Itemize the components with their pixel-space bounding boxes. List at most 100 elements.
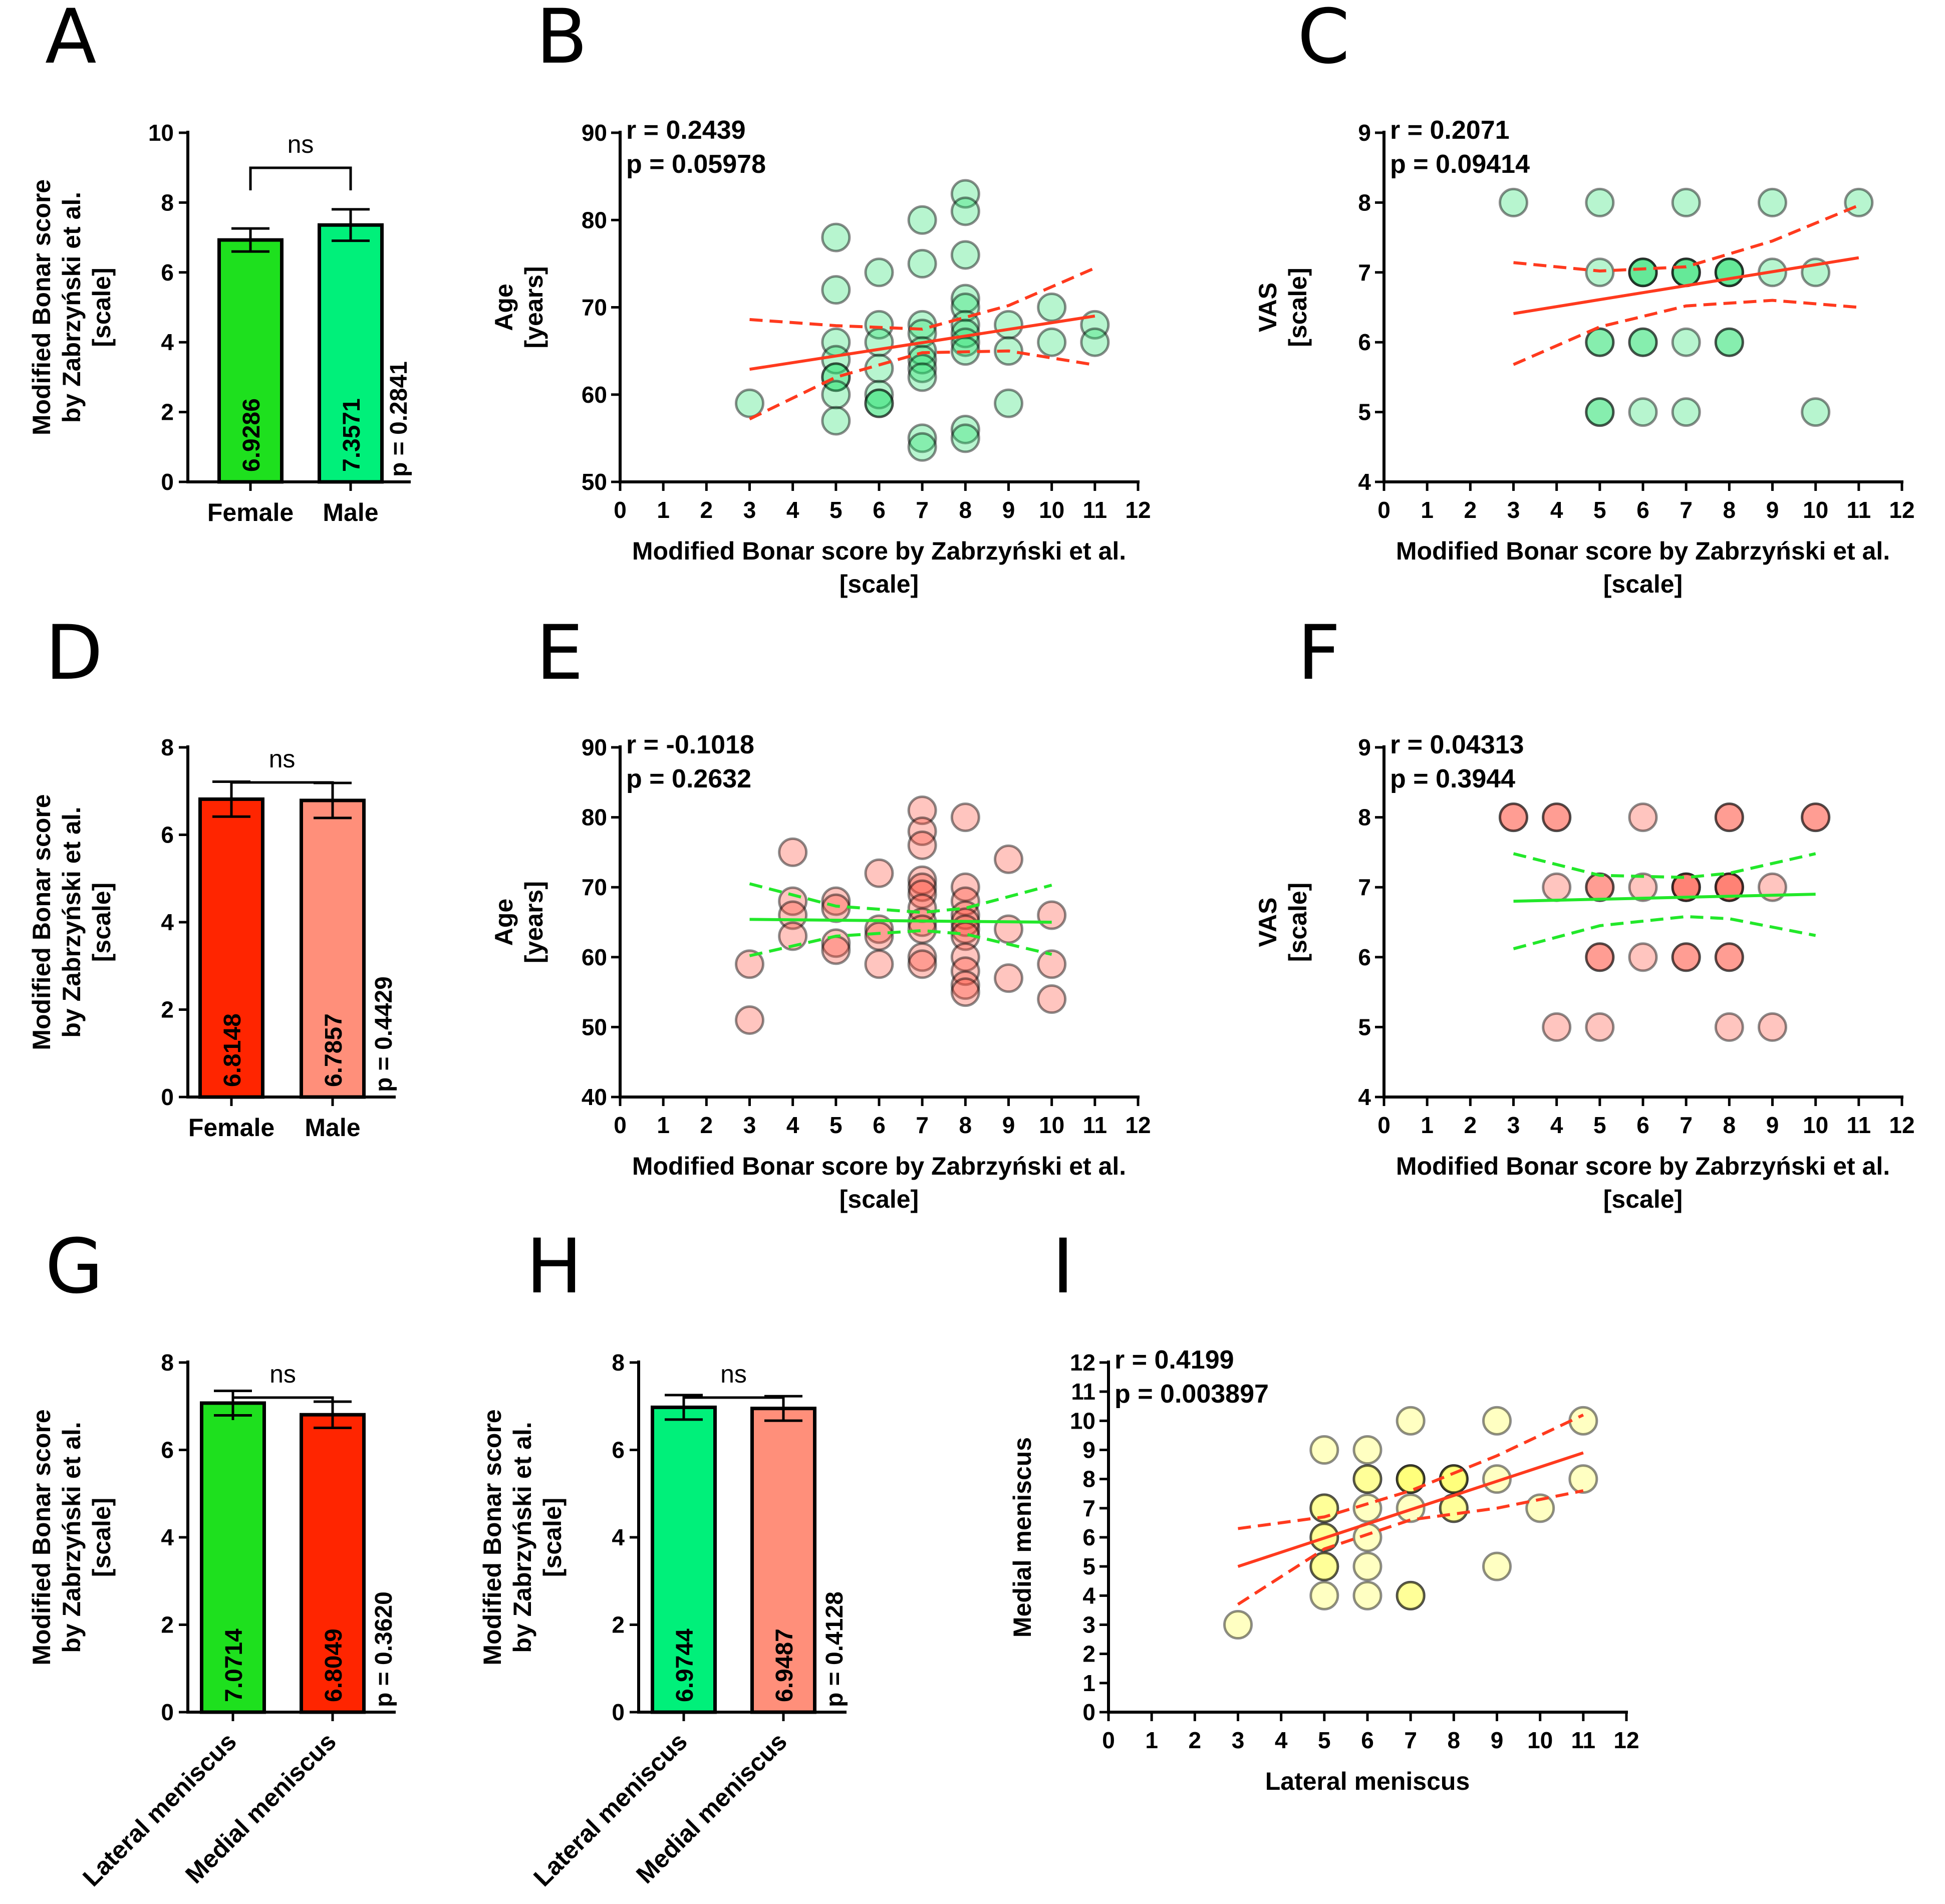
panel-label-C: C [1297, 0, 1350, 81]
x-tick-label-C-9: 9 [1766, 497, 1779, 523]
point-F-25 [1714, 942, 1744, 972]
y-tick-label-F-0: 4 [1358, 1084, 1371, 1110]
point-F-21 [1585, 942, 1615, 972]
y-tick-label-I-4: 4 [1082, 1582, 1095, 1608]
point-F-4 [1628, 802, 1658, 833]
y-tick-label-D-0: 0 [161, 1084, 174, 1110]
y-tick-label-D-1: 2 [161, 997, 174, 1023]
x-axis-label-F-1: [scale] [1603, 1185, 1683, 1213]
bar-value-D-1: 6.7857 [321, 1013, 347, 1087]
point-E-12 [864, 921, 894, 951]
y-tick-label-I-10: 10 [1070, 1408, 1095, 1434]
panel-label-G: G [45, 1223, 103, 1310]
y-axis-label-H-2: [scale] [538, 1498, 567, 1577]
point-E-6 [821, 886, 851, 916]
point-I-25 [1439, 1464, 1469, 1494]
y-tick-label-I-1: 1 [1082, 1670, 1095, 1696]
point-B-1 [821, 222, 851, 252]
y-axis-label-C-0: VAS [1254, 283, 1282, 332]
x-tick-label-F-6: 6 [1636, 1112, 1649, 1138]
x-tick-label-E-8: 8 [959, 1112, 972, 1138]
point-F-30 [1758, 1012, 1787, 1042]
y-tick-label-F-5: 9 [1358, 734, 1371, 760]
x-tick-label-C-3: 3 [1507, 497, 1520, 523]
y-tick-label-A-2: 4 [161, 329, 174, 355]
point-B-16 [907, 205, 937, 235]
y-axis-label-H-1: by Zabrzyński et al. [508, 1422, 536, 1653]
point-E-39 [1037, 900, 1067, 930]
y-axis-label-B-0: Age [490, 284, 518, 331]
x-tick-label-E-3: 3 [743, 1112, 756, 1138]
point-B-28 [950, 240, 980, 270]
x-tick-label-B-8: 8 [959, 497, 972, 523]
point-E-35 [950, 977, 980, 1007]
point-E-26 [950, 872, 980, 902]
y-tick-label-G-3: 6 [161, 1437, 174, 1463]
point-I-9 [1352, 1435, 1382, 1465]
x-tick-label-C-12: 12 [1889, 497, 1914, 523]
point-C-20 [1628, 327, 1658, 357]
point-B-14 [864, 388, 894, 418]
x-tick-label-I-6: 6 [1361, 1727, 1374, 1753]
y-tick-label-A-3: 6 [161, 259, 174, 286]
point-E-7 [821, 893, 851, 923]
y-axis-label-G-1: by Zabrzyński et al. [58, 1422, 86, 1653]
x-axis-label-E-1: [scale] [840, 1185, 919, 1213]
y-tick-label-H-4: 8 [612, 1349, 625, 1376]
point-I-19 [1396, 1464, 1426, 1494]
point-I-15 [1352, 1580, 1382, 1610]
point-B-6 [821, 362, 851, 392]
ci-lower-I [1237, 1489, 1584, 1606]
p-value-H: p = 0.4128 [821, 1591, 848, 1707]
stat-p-F: p = 0.3944 [1390, 764, 1515, 793]
x-tick-label-B-7: 7 [916, 497, 929, 523]
x-axis-label-F-0: Modified Bonar score by Zabrzyński et al… [1396, 1152, 1890, 1180]
point-C-3 [1758, 187, 1787, 217]
stat-r-F: r = 0.04313 [1390, 730, 1524, 759]
point-E-4 [778, 900, 808, 930]
point-C-19 [1628, 327, 1658, 357]
point-E-15 [907, 817, 937, 847]
x-tick-label-I-0: 0 [1102, 1727, 1115, 1753]
x-tick-label-I-12: 12 [1613, 1727, 1639, 1753]
x-tick-label-B-10: 10 [1039, 497, 1064, 523]
x-tick-label-E-12: 12 [1125, 1112, 1151, 1138]
x-tick-label-F-7: 7 [1680, 1112, 1693, 1138]
point-E-14 [907, 795, 937, 826]
x-tick-label-I-5: 5 [1318, 1727, 1331, 1753]
point-C-17 [1585, 327, 1615, 357]
y-tick-label-I-9: 9 [1082, 1437, 1095, 1463]
point-E-16 [907, 830, 937, 860]
significance-label-G: ns [269, 1360, 296, 1388]
x-tick-label-F-1: 1 [1421, 1112, 1434, 1138]
point-E-36 [994, 844, 1023, 874]
point-C-23 [1714, 327, 1744, 357]
y-tick-label-G-4: 8 [161, 1349, 174, 1376]
point-B-27 [950, 196, 980, 226]
point-I-1 [1309, 1435, 1339, 1465]
x-tick-label-B-12: 12 [1125, 497, 1151, 523]
x-tick-label-E-1: 1 [657, 1112, 670, 1138]
y-tick-label-H-0: 0 [612, 1699, 625, 1725]
y-tick-label-C-2: 6 [1358, 329, 1371, 355]
point-E-13 [864, 949, 894, 979]
x-tick-label-F-2: 2 [1464, 1112, 1477, 1138]
y-tick-label-H-3: 6 [612, 1437, 625, 1463]
x-tick-label-C-1: 1 [1421, 497, 1434, 523]
point-F-18 [1714, 872, 1744, 902]
point-E-9 [821, 935, 851, 965]
point-C-28 [1801, 397, 1831, 427]
point-B-43 [1080, 327, 1110, 357]
x-tick-label-C-2: 2 [1464, 497, 1477, 523]
panel-label-B: B [536, 0, 588, 81]
point-I-21 [1396, 1580, 1426, 1610]
y-axis-label-E-1: [years] [520, 881, 548, 963]
point-F-29 [1714, 1012, 1744, 1042]
bar-value-H-0: 6.9744 [672, 1628, 698, 1702]
ci-lower-E [749, 929, 1052, 957]
y-axis-label-D-0: Modified Bonar score [28, 794, 56, 1050]
point-I-3 [1309, 1493, 1339, 1523]
x-axis-label-B-0: Modified Bonar score by Zabrzyński et al… [632, 537, 1126, 565]
point-I-18 [1396, 1464, 1426, 1494]
